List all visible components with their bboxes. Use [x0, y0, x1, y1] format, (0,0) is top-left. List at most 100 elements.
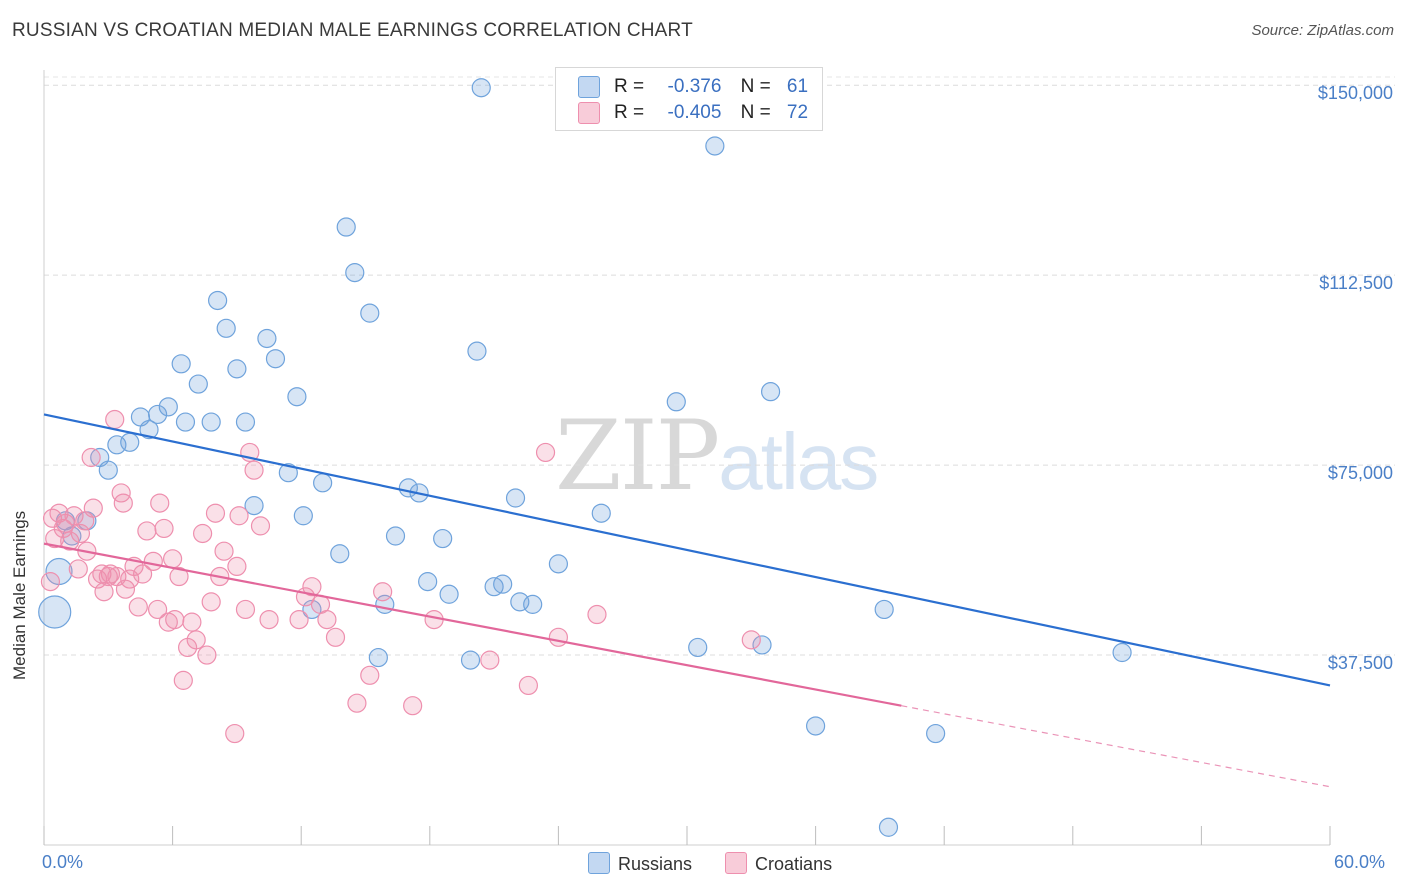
croatians-point	[154, 518, 174, 539]
russians-point	[139, 420, 159, 440]
series-legend-russians-label: Russians	[618, 854, 693, 874]
russians-point	[878, 817, 899, 837]
croatians-trend-line	[43, 542, 902, 707]
croatians-point	[587, 604, 607, 625]
croatians-point	[518, 675, 538, 696]
russians-point	[98, 460, 118, 480]
croatians-point	[81, 447, 101, 468]
russians-point	[216, 318, 236, 338]
watermark-zip: ZIP	[555, 400, 720, 512]
legend-n-value-russians: 61	[786, 76, 809, 98]
croatians-point	[137, 521, 157, 541]
croatians-point	[205, 503, 226, 523]
croatians-point	[227, 556, 247, 577]
legend-row-russians: R = -0.376 N = 61	[578, 76, 808, 100]
croatians-point	[229, 506, 249, 526]
russians-point	[926, 723, 946, 744]
croatians-point	[132, 564, 153, 584]
series-legend-croatians-label: Croatians	[755, 854, 833, 874]
russians-swatch	[578, 76, 600, 98]
y-axis-label-wrap: Median Male Earnings	[10, 280, 34, 680]
croatians-point	[741, 630, 761, 650]
watermark: ZIPatlas	[555, 400, 879, 512]
russians-point	[493, 574, 513, 594]
series-legend-russians[interactable]: Russians	[588, 852, 692, 875]
croatians-point	[165, 609, 185, 630]
russians-point	[244, 496, 264, 516]
russians-point	[278, 463, 298, 483]
croatians-swatch	[578, 102, 600, 124]
croatians-point	[143, 551, 163, 571]
russians-point	[330, 544, 350, 564]
croatians-point	[70, 523, 91, 544]
croatians-trend-extension	[901, 705, 1331, 788]
legend-r-value-croatians: -0.405	[667, 102, 722, 124]
croatians-point	[360, 665, 380, 685]
russians-point	[368, 647, 388, 668]
russians-point	[874, 599, 894, 620]
russians-point	[188, 374, 208, 394]
croatians-legend-swatch	[725, 852, 748, 874]
russians-point	[265, 349, 286, 369]
legend-r-value-russians: -0.376	[667, 76, 722, 98]
russians-point	[705, 136, 725, 156]
legend-n-label: N =	[740, 102, 771, 124]
croatians-point	[373, 582, 393, 602]
chart-title: RUSSIAN VS CROATIAN MEDIAN MALE EARNINGS…	[12, 20, 693, 41]
croatians-point	[150, 493, 170, 513]
russians-point	[120, 432, 140, 452]
croatians-point	[250, 516, 271, 536]
croatians-point	[40, 572, 61, 592]
legend-n-label: N =	[740, 76, 771, 98]
russians-point	[471, 78, 491, 98]
croatians-point	[480, 650, 500, 670]
russians-point	[460, 650, 481, 670]
croatians-point	[317, 609, 337, 630]
croatians-point	[201, 592, 221, 612]
croatians-point	[182, 612, 202, 632]
legend-n-value-croatians: 72	[786, 102, 809, 124]
russians-point	[257, 328, 277, 349]
y-axis-label: Median Male Earnings	[10, 510, 29, 680]
croatians-point	[64, 506, 84, 526]
croatians-point	[68, 559, 88, 579]
croatians-point	[535, 442, 556, 463]
croatians-point	[163, 549, 183, 569]
russians-point	[345, 263, 365, 283]
russians-point	[548, 554, 569, 574]
croatians-point	[193, 523, 213, 544]
russians-point	[418, 572, 438, 592]
croatians-point	[115, 579, 136, 599]
croatians-point	[289, 609, 309, 630]
croatians-point	[60, 531, 80, 551]
croatians-point	[548, 627, 569, 647]
croatians-point	[225, 723, 245, 744]
russians-point	[1112, 642, 1132, 663]
russians-point	[201, 412, 221, 432]
series-legend-croatians[interactable]: Croatians	[725, 852, 832, 875]
croatians-point	[113, 493, 133, 513]
series-legend: Russians Croatians	[588, 852, 860, 875]
russians-point	[523, 594, 543, 614]
russians-point	[287, 387, 307, 407]
russians-point	[666, 392, 686, 412]
russians-point	[158, 397, 178, 417]
y-tick-label: $37,500	[1327, 653, 1393, 674]
croatians-point	[147, 599, 168, 620]
russians-point	[467, 341, 487, 361]
russians-point	[505, 488, 526, 508]
russians-point	[293, 506, 313, 526]
stats-legend: R = -0.376 N = 61 R = -0.405 N = 72	[555, 67, 823, 131]
x-tick-label-min: 0.0%	[42, 852, 84, 872]
y-tick-label: $112,500	[1319, 273, 1393, 294]
russians-point	[805, 716, 826, 736]
croatians-point	[94, 582, 114, 602]
russians-point	[171, 354, 191, 374]
russians-point	[385, 526, 406, 546]
y-tick-label: $75,000	[1327, 463, 1393, 484]
x-tick-label-max: 60.0%	[1334, 852, 1386, 872]
russians-point	[433, 528, 453, 549]
croatians-point	[128, 597, 148, 617]
croatians-point	[49, 503, 69, 523]
